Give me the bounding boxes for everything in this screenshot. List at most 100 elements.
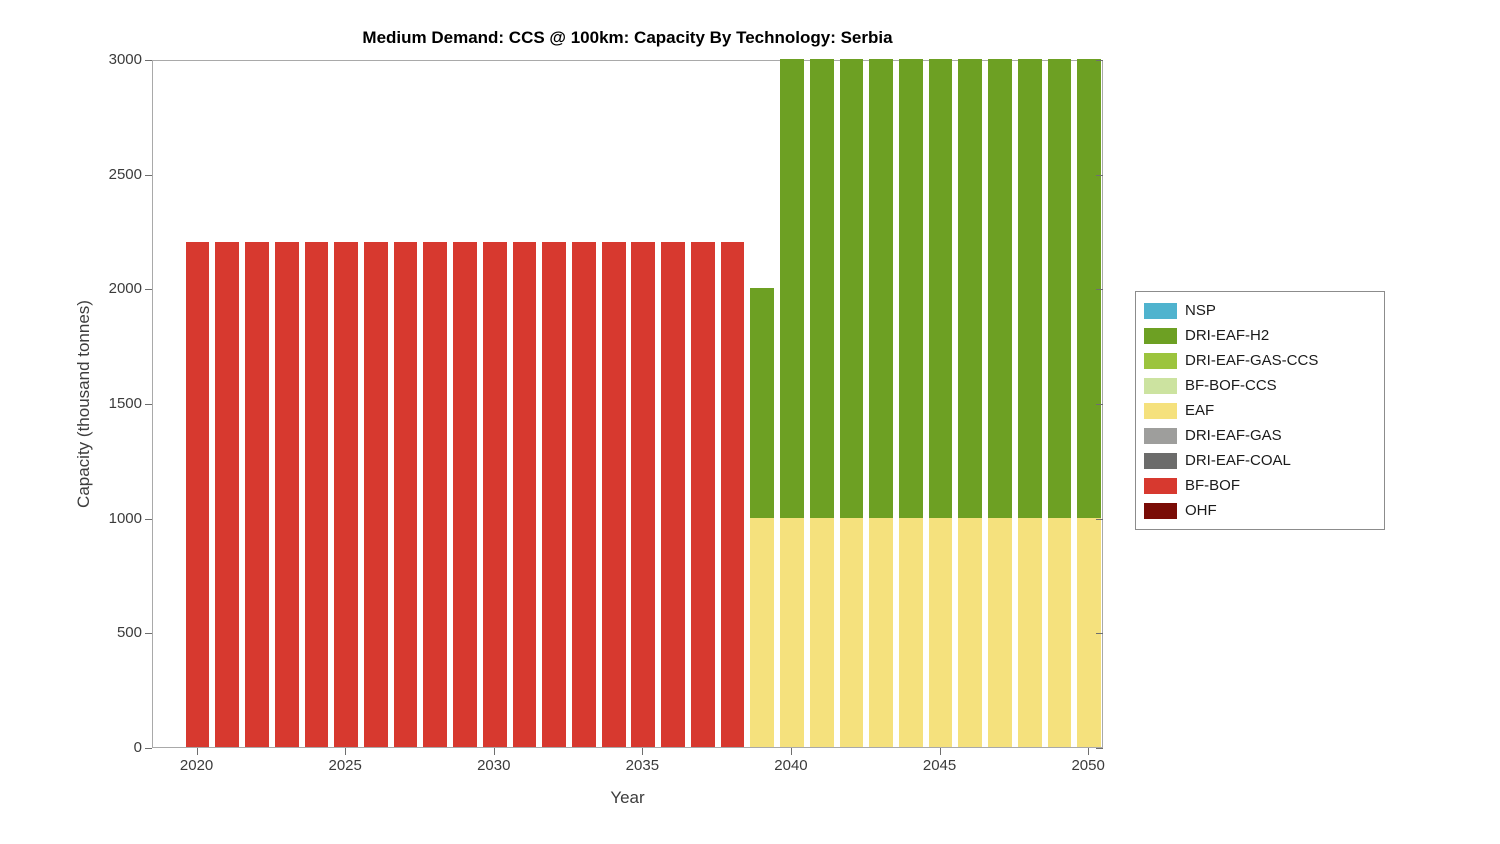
- bar-segment-eaf: [750, 517, 775, 747]
- x-tick-label: 2025: [328, 757, 362, 774]
- bar-segment-bf-bof: [334, 242, 359, 747]
- legend-item: EAF: [1144, 398, 1378, 423]
- legend-swatch: [1144, 402, 1177, 419]
- legend-item: NSP: [1144, 298, 1378, 323]
- x-tick-mark: [939, 748, 941, 755]
- legend-item: BF-BOF: [1144, 473, 1378, 498]
- legend-swatch: [1144, 477, 1177, 494]
- legend: NSP DRI-EAF-H2 DRI-EAF-GAS-CCS BF-BOF-CCS EA…: [1135, 291, 1385, 530]
- y-tick-mark-right: [1096, 518, 1103, 520]
- legend-swatch: [1144, 452, 1177, 469]
- legend-label: DRI-EAF-GAS-CCS: [1185, 352, 1319, 369]
- bar-segment-bf-bof: [393, 242, 418, 747]
- legend-label: NSP: [1185, 302, 1216, 319]
- x-tick-label: 2020: [179, 757, 214, 774]
- y-tick-label: 500: [116, 624, 142, 642]
- legend-label: DRI-EAF-GAS: [1185, 427, 1282, 444]
- y-tick-mark-right: [1096, 404, 1103, 405]
- bar-segment-dri-eaf-h2: [839, 59, 864, 518]
- legend-swatch: [1144, 352, 1177, 369]
- y-tick-label: 2000: [108, 280, 142, 298]
- legend-label: BF-BOF-CCS: [1185, 377, 1277, 394]
- legend-item: BF-BOF-CCS: [1144, 373, 1378, 398]
- y-tick-label: 3000: [108, 51, 142, 68]
- legend-item: DRI-EAF-GAS: [1144, 423, 1378, 448]
- y-tick-mark: [145, 404, 152, 405]
- x-tick-mark: [642, 748, 644, 755]
- legend-item: OHF: [1144, 498, 1378, 523]
- bar-segment-bf-bof: [185, 242, 210, 747]
- legend-swatch: [1144, 302, 1177, 319]
- bar-segment-bf-bof: [304, 242, 329, 747]
- x-tick-mark: [1088, 748, 1090, 755]
- bar-segment-bf-bof: [215, 242, 240, 747]
- legend-item: DRI-EAF-GAS-CCS: [1144, 348, 1378, 373]
- bar-segment-dri-eaf-h2: [1077, 59, 1102, 518]
- legend-item: DRI-EAF-COAL: [1144, 448, 1378, 473]
- bar-segment-dri-eaf-h2: [809, 59, 834, 518]
- x-tick-label: 2045: [922, 757, 957, 774]
- y-tick-mark-right: [1096, 289, 1103, 291]
- bar-segment-bf-bof: [482, 242, 507, 747]
- bar-segment-bf-bof: [661, 242, 685, 747]
- plot-area: [152, 59, 1103, 748]
- x-tick-mark: [493, 748, 495, 755]
- bar-segment-dri-eaf-h2: [898, 59, 923, 518]
- bar-segment-eaf: [928, 517, 953, 747]
- bar-segment-eaf: [839, 517, 864, 747]
- y-tick-mark-right: [1096, 748, 1103, 749]
- y-tick-mark: [145, 174, 152, 176]
- bar-segment-dri-eaf-h2: [1017, 59, 1042, 518]
- bar-segment-eaf: [869, 517, 893, 747]
- bar-segment-eaf: [809, 517, 834, 747]
- bar-segment-eaf: [1077, 517, 1102, 747]
- x-tick-label: 2030: [477, 757, 511, 774]
- bar-segment-bf-bof: [690, 242, 715, 747]
- x-tick-mark: [790, 748, 792, 755]
- bar-segment-dri-eaf-h2: [869, 59, 893, 518]
- bar-segment-dri-eaf-h2: [750, 288, 775, 518]
- legend-label: BF-BOF: [1185, 477, 1240, 494]
- bar-segment-eaf: [988, 517, 1012, 747]
- y-tick-mark: [145, 518, 152, 520]
- bar-segment-bf-bof: [364, 242, 388, 747]
- bar-segment-eaf: [1017, 517, 1042, 747]
- legend-label: EAF: [1185, 402, 1215, 419]
- bar-segment-dri-eaf-h2: [928, 59, 953, 518]
- bar-segment-eaf: [898, 517, 923, 747]
- legend-label: DRI-EAF-COAL: [1185, 452, 1291, 469]
- x-tick-mark: [345, 748, 347, 755]
- bar-segment-bf-bof: [572, 242, 596, 747]
- bar-segment-dri-eaf-h2: [958, 59, 983, 518]
- bar-segment-dri-eaf-h2: [988, 59, 1012, 518]
- y-tick-mark: [145, 748, 152, 749]
- x-tick-label: 2035: [625, 757, 660, 774]
- legend-item: DRI-EAF-H2: [1144, 323, 1378, 348]
- legend-swatch: [1144, 502, 1177, 519]
- x-tick-label: 2040: [774, 757, 808, 774]
- bar-segment-dri-eaf-h2: [780, 59, 804, 518]
- y-tick-label: 1000: [108, 509, 142, 527]
- bar-segment-eaf: [780, 517, 804, 747]
- y-tick-mark: [145, 633, 152, 635]
- bar-segment-eaf: [1047, 517, 1072, 747]
- x-tick-label: 2050: [1071, 757, 1105, 774]
- y-tick-mark: [145, 289, 152, 291]
- y-tick-mark-right: [1096, 174, 1103, 176]
- bar-segment-bf-bof: [453, 242, 477, 747]
- y-tick-mark-right: [1096, 60, 1103, 61]
- bar-segment-bf-bof: [245, 242, 269, 747]
- y-tick-mark: [145, 60, 152, 61]
- bar-segment-bf-bof: [512, 242, 537, 747]
- bar-segment-eaf: [958, 517, 983, 747]
- bar-segment-dri-eaf-h2: [1047, 59, 1072, 518]
- chart-title: Medium Demand: CCS @ 100km: Capacity By …: [362, 28, 893, 47]
- x-tick-mark: [196, 748, 198, 755]
- legend-swatch: [1144, 427, 1177, 444]
- y-tick-label: 2500: [108, 165, 142, 183]
- bar-segment-bf-bof: [720, 242, 745, 747]
- bar-segment-bf-bof: [423, 242, 448, 747]
- bar-segment-bf-bof: [542, 242, 567, 747]
- bar-segment-bf-bof: [601, 242, 626, 747]
